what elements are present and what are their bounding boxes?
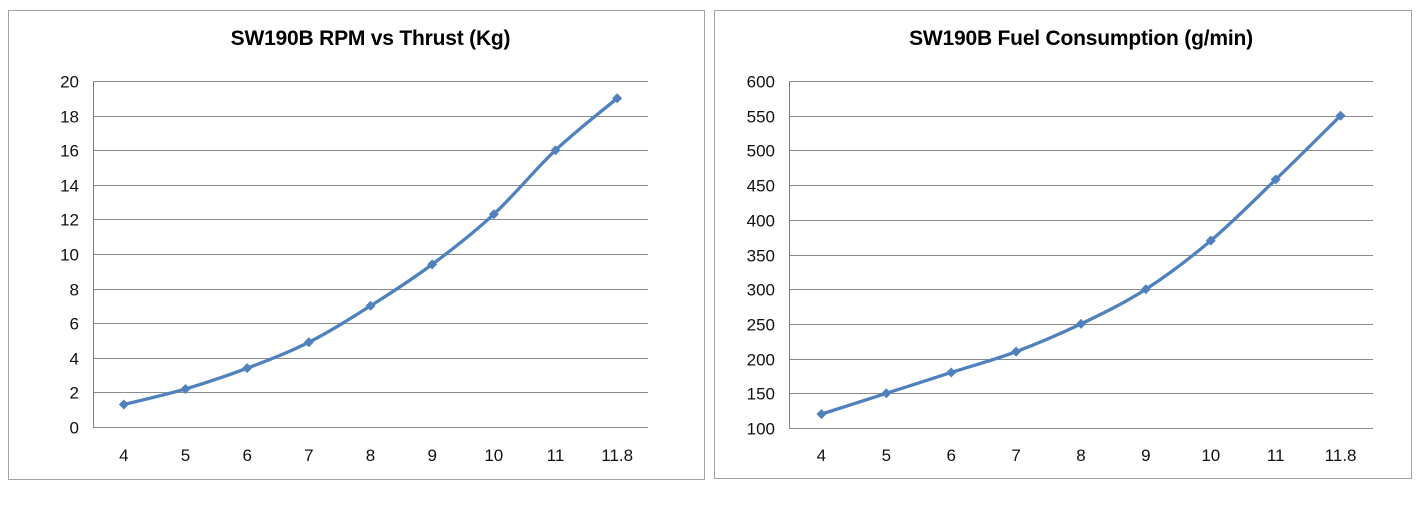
x-axis-label: 11 [1267,446,1285,465]
data-point-marker [1011,346,1022,357]
y-axis-label: 0 [70,418,79,437]
y-axis-label: 16 [60,141,79,160]
y-axis-label: 250 [747,315,775,334]
x-axis-label: 11.8 [601,446,633,465]
x-axis-label: 4 [817,446,826,465]
x-axis-label: 9 [427,446,436,465]
series-line [819,114,1343,416]
y-axis-label: 500 [747,141,775,160]
rpm-thrust-line-chart: 0 2 4 6 8 10 12 14 16 18 20 4 5 6 7 8 9 10 11 11.8 [60,72,648,465]
y-axis-label: 200 [747,350,775,369]
y-axis-label: 8 [70,280,79,299]
data-point-marker [1270,174,1281,185]
data-point-marker [946,367,957,378]
y-axis-label: 10 [60,245,79,264]
fuel-consumption-line-chart: 100 150 200 250 300 350 400 450 500 550 600 4 5 6 7 8 9 1… [747,72,1373,465]
fuel-consumption-chart-panel: SW190B Fuel Consumption (g/min) 100 150 20… [714,10,1412,479]
data-point-marker [816,409,827,420]
rpm-thrust-chart-title: SW190B RPM vs Thrust (Kg) [230,27,511,50]
data-point-marker [881,388,892,399]
x-axis-label: 7 [304,446,313,465]
data-point-marker [550,145,561,156]
x-axis-label: 11 [547,446,565,465]
data-point-marker [1335,110,1346,121]
x-axis-label: 10 [484,446,503,465]
y-axis-label: 450 [747,176,775,195]
data-point-marker [242,363,253,374]
data-point-marker [118,399,129,410]
data-point-marker [1205,235,1216,246]
y-axis-label: 20 [60,72,79,91]
data-point-marker [1140,284,1151,295]
x-axis-label: 5 [882,446,891,465]
fuel-consumption-chart-title: SW190B Fuel Consumption (g/min) [909,27,1253,50]
x-axis-label: 7 [1011,446,1020,465]
x-axis-label: 6 [242,446,251,465]
x-axis-label: 10 [1201,446,1220,465]
y-axis-label: 550 [747,107,775,126]
y-axis-label: 150 [747,384,775,403]
data-point-marker [365,300,376,311]
data-point-marker [427,259,438,270]
rpm-thrust-chart-panel: SW190B RPM vs Thrust (Kg) 0 2 4 6 8 10 12 14 16 1… [8,10,705,480]
data-point-marker [1076,318,1086,329]
y-axis-label: 600 [747,72,775,91]
data-point-marker [303,337,314,348]
x-axis-label: 11.8 [1325,446,1357,465]
x-axis-label: 8 [1076,446,1085,465]
y-axis-label: 350 [747,246,775,265]
x-axis-label: 8 [366,446,375,465]
data-point-marker [180,383,191,394]
data-point-marker [488,209,499,220]
y-axis-label: 4 [70,349,79,368]
y-axis-label: 14 [60,176,79,195]
y-axis-label: 6 [70,314,79,333]
x-axis-label: 6 [946,446,955,465]
x-axis-label: 4 [119,446,128,465]
x-axis-label: 9 [1141,446,1150,465]
y-axis-label: 100 [747,419,775,438]
y-axis-label: 2 [70,383,79,402]
y-axis-label: 12 [60,210,79,229]
data-point-marker [612,93,623,104]
y-axis-label: 400 [747,211,775,230]
y-axis-label: 300 [747,280,775,299]
y-axis-label: 18 [60,107,79,126]
x-axis-label: 5 [181,446,190,465]
